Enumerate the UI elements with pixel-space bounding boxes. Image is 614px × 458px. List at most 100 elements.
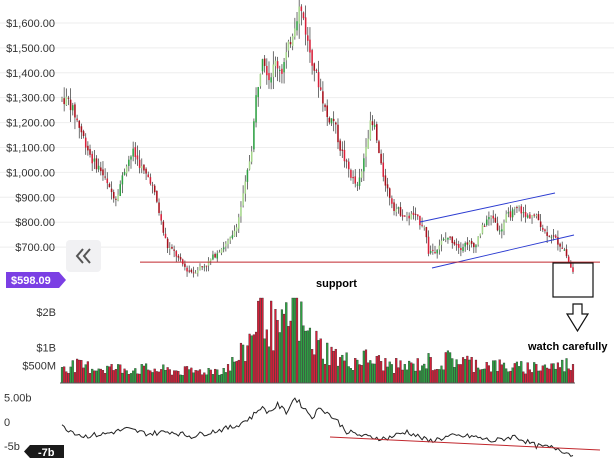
- candle-body: [74, 104, 76, 118]
- candle-body: [386, 184, 389, 189]
- candle-body: [539, 221, 542, 228]
- volume-bar: [520, 361, 523, 384]
- volume-bar: [76, 358, 79, 384]
- volume-bar: [343, 360, 346, 384]
- candle-body: [414, 213, 417, 215]
- candle-body: [328, 117, 331, 123]
- candle-body: [391, 198, 393, 204]
- volume-bar: [110, 364, 113, 384]
- volume-bar: [483, 368, 486, 384]
- candle-body: [526, 215, 529, 218]
- volume-bar: [349, 368, 352, 384]
- candle-body: [466, 242, 469, 245]
- candle-body: [169, 248, 171, 250]
- candle-body: [531, 215, 533, 218]
- candle-body: [218, 252, 221, 254]
- volume-bar: [377, 355, 381, 384]
- volume-bar: [302, 325, 305, 384]
- trend-channel: [419, 192, 575, 269]
- candle-body: [406, 214, 408, 216]
- collapse-panel-button[interactable]: [66, 240, 101, 272]
- volume-bar: [132, 370, 135, 384]
- volume-bar: [505, 368, 508, 384]
- candle-body: [315, 69, 318, 71]
- candle-body: [164, 233, 167, 239]
- candle-body: [477, 236, 479, 245]
- candle-body: [324, 104, 326, 108]
- volume-tick-label: $1B: [36, 343, 56, 355]
- candle-body: [229, 237, 231, 241]
- volume-bar: [211, 374, 214, 384]
- volume-bar: [384, 358, 387, 384]
- candle-body: [285, 52, 288, 61]
- volume-bar: [237, 359, 240, 384]
- current-price-badge: $598.09: [6, 272, 66, 288]
- volume-bar: [129, 373, 133, 384]
- candle-body: [358, 177, 361, 186]
- candle-body: [412, 212, 415, 215]
- candle-body: [473, 243, 475, 248]
- candle-body: [492, 215, 494, 219]
- candle-body: [570, 261, 572, 268]
- volume-bar: [194, 370, 197, 384]
- volume-bar: [153, 368, 156, 384]
- volume-bar: [537, 370, 540, 384]
- double-chevron-left-icon: [75, 248, 91, 264]
- candle-body: [287, 41, 290, 51]
- candle-body: [561, 247, 563, 249]
- price-tick-label: $1,600.00: [6, 18, 55, 30]
- volume-bar: [556, 362, 559, 384]
- candle-body: [281, 68, 283, 74]
- candle-body: [548, 235, 551, 237]
- candle-body: [274, 60, 277, 67]
- volume-bar: [543, 364, 547, 384]
- volume-bars: [60, 297, 575, 384]
- candle-body: [177, 255, 180, 258]
- volume-bar: [541, 365, 544, 384]
- volume-bar: [418, 370, 421, 384]
- volume-bar: [453, 367, 456, 384]
- volume-bar: [119, 364, 122, 384]
- volume-bar: [108, 366, 111, 384]
- candle-body: [341, 149, 344, 151]
- volume-bar: [181, 375, 184, 384]
- candle-body: [554, 235, 557, 238]
- volume-bar: [114, 368, 117, 384]
- candle-body: [173, 249, 175, 251]
- candle-body: [360, 171, 363, 178]
- volume-bar: [233, 361, 236, 384]
- volume-bar: [222, 368, 225, 384]
- candle-body: [421, 224, 423, 226]
- volume-bar: [319, 338, 322, 384]
- candle-body: [246, 169, 249, 182]
- candle-body: [72, 105, 74, 111]
- volume-bar: [382, 370, 385, 384]
- volume-tick-label: $500M: [22, 360, 56, 372]
- volume-bar: [289, 320, 292, 384]
- volume-bar: [498, 359, 501, 384]
- candle-body: [188, 270, 190, 272]
- volume-bar: [220, 374, 223, 384]
- candle-body: [429, 251, 432, 253]
- volume-bar: [123, 368, 126, 384]
- volume-bar: [270, 300, 273, 384]
- volume-bar: [455, 359, 458, 384]
- volume-bar: [395, 358, 398, 384]
- candle-body: [291, 36, 294, 47]
- volume-bar: [552, 363, 555, 384]
- candle-body: [235, 227, 238, 232]
- candle-body: [257, 87, 259, 98]
- volume-bar: [470, 356, 473, 384]
- volume-bar: [500, 364, 503, 384]
- candle-body: [67, 97, 70, 99]
- volume-bar: [71, 360, 74, 384]
- candle-body: [289, 42, 292, 45]
- candle-body: [238, 217, 240, 229]
- price-tick-label: $1,000.00: [6, 167, 55, 179]
- candle-body: [311, 50, 313, 66]
- candle-body: [112, 192, 115, 199]
- candle-body: [537, 214, 540, 221]
- candle-body: [130, 156, 132, 160]
- candle-body: [268, 73, 270, 81]
- candle-body: [494, 217, 497, 223]
